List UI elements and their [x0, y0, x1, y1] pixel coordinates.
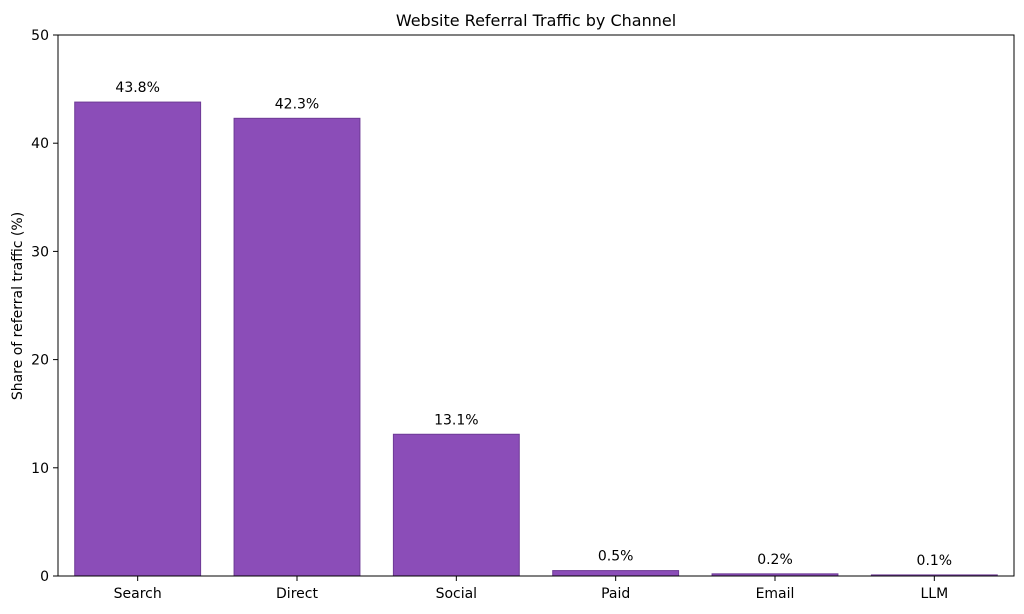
bar-social: [392, 433, 520, 577]
y-tick-label-50: 50: [31, 28, 49, 44]
data-label-llm: 0.1%: [917, 553, 953, 569]
x-axis: Search Direct Social Paid Email LLM: [114, 576, 948, 602]
x-tick-label-paid: Paid: [601, 586, 630, 602]
y-axis-label: Share of referral traffic (%): [10, 212, 26, 400]
x-tick-label-search: Search: [114, 586, 162, 602]
bar-search: [74, 101, 202, 577]
bar-direct: [233, 117, 361, 577]
y-tick-label-40: 40: [31, 136, 49, 152]
data-label-direct: 42.3%: [275, 96, 319, 112]
y-axis: 0 10 20 30 40 50: [31, 28, 58, 585]
y-tick-label-10: 10: [31, 461, 49, 477]
bar-paid: [552, 570, 680, 577]
data-label-paid: 0.5%: [598, 549, 634, 565]
y-tick-label-20: 20: [31, 353, 49, 369]
x-tick-label-social: Social: [436, 586, 478, 602]
plot-frame: [57, 34, 1015, 577]
x-tick-label-direct: Direct: [276, 586, 318, 602]
chart-title: Website Referral Traffic by Channel: [396, 11, 676, 30]
data-labels-layer: 43.8% 42.3% 13.1% 0.5% 0.2% 0.1%: [115, 80, 952, 569]
data-label-search: 43.8%: [115, 80, 159, 96]
x-tick-label-email: Email: [756, 586, 795, 602]
x-tick-label-llm: LLM: [920, 586, 948, 602]
bars-layer: [74, 101, 998, 577]
y-tick-label-0: 0: [40, 569, 49, 585]
data-label-email: 0.2%: [757, 552, 793, 568]
data-label-social: 13.1%: [434, 412, 478, 428]
y-tick-label-30: 30: [31, 244, 49, 260]
